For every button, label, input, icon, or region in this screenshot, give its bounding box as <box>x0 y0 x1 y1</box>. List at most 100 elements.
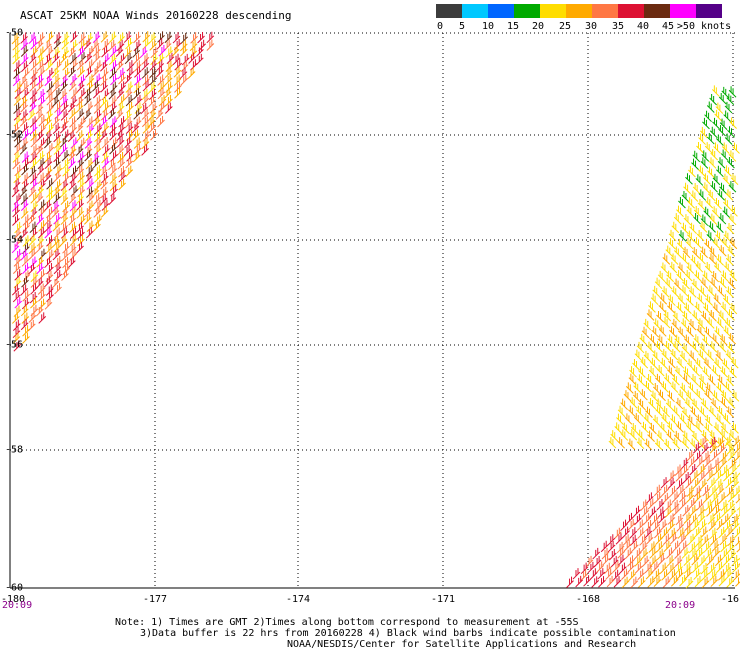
wind-barb <box>685 477 693 489</box>
legend-swatch <box>488 4 514 18</box>
wind-barb <box>62 165 70 177</box>
wind-barb <box>666 429 674 442</box>
wind-barb <box>657 512 666 524</box>
wind-barb <box>83 213 92 225</box>
wind-barb <box>109 45 118 58</box>
wind-barb <box>706 505 714 517</box>
wind-barb <box>180 32 189 45</box>
wind-barb <box>698 165 706 178</box>
wind-barb <box>100 206 109 218</box>
wind-barb <box>36 53 45 65</box>
wind-barb <box>22 262 30 275</box>
wind-barb <box>702 182 711 194</box>
wind-barb <box>673 213 682 225</box>
wind-barb <box>640 499 649 511</box>
wind-barb <box>30 157 38 170</box>
wind-barb <box>158 95 167 107</box>
wind-barb <box>14 221 22 234</box>
wind-barb <box>29 73 38 86</box>
wind-barb <box>709 213 718 226</box>
wind-barb <box>605 568 614 580</box>
wind-barb <box>683 562 692 574</box>
wind-barb <box>45 284 54 296</box>
wind-barb <box>116 144 125 156</box>
wind-barb <box>29 95 38 107</box>
wind-barb <box>670 349 679 361</box>
wind-barb <box>589 568 598 580</box>
wind-barb <box>101 46 109 58</box>
wind-barb <box>711 449 719 462</box>
wind-barb <box>12 319 21 331</box>
wind-barb <box>724 133 733 145</box>
wind-barb <box>37 150 45 163</box>
wind-barb <box>670 414 678 426</box>
wind-barb <box>728 506 737 518</box>
wind-barb <box>12 52 21 65</box>
wind-barb <box>711 333 720 345</box>
wind-barb <box>35 277 44 289</box>
wind-barb <box>44 298 53 310</box>
wind-barb <box>43 199 52 212</box>
wind-barb <box>704 142 713 154</box>
wind-barb <box>117 151 125 164</box>
wind-barb <box>44 74 53 87</box>
wind-barb <box>653 484 662 497</box>
wind-barb <box>30 276 39 288</box>
wind-barb <box>679 498 687 510</box>
wind-barb <box>30 136 39 148</box>
legend-label: 40 <box>636 21 650 32</box>
wind-barb <box>53 150 61 163</box>
wind-barb <box>627 519 636 531</box>
wind-barb <box>21 164 29 176</box>
wind-barb <box>132 46 141 58</box>
wind-barb <box>108 193 117 205</box>
wind-barb <box>123 31 132 43</box>
wind-barb <box>35 305 44 317</box>
y-tick-label: -60 <box>5 582 24 594</box>
wind-barb <box>661 413 670 425</box>
wind-barb <box>623 390 632 402</box>
wind-barb <box>100 109 109 121</box>
wind-barb <box>68 144 77 157</box>
wind-barb <box>38 199 47 212</box>
wind-barb <box>28 311 37 323</box>
wind-barb <box>691 341 699 353</box>
wind-barb <box>725 254 734 266</box>
wind-barb <box>30 192 39 204</box>
wind-barb <box>86 186 94 198</box>
wind-barb <box>650 357 658 370</box>
wind-barb <box>92 87 101 99</box>
wind-barb <box>666 365 675 378</box>
wind-barb <box>716 561 724 574</box>
wind-barb <box>150 53 159 66</box>
wind-barb <box>76 108 85 120</box>
wind-barb <box>698 374 707 386</box>
wind-barb <box>727 491 736 503</box>
wind-barb <box>628 373 637 385</box>
wind-barb <box>724 520 732 532</box>
legend-swatch <box>436 4 462 18</box>
wind-barb <box>60 52 68 64</box>
wind-barb <box>20 101 28 113</box>
wind-barb <box>721 270 729 282</box>
wind-barb <box>709 430 718 442</box>
wind-barb <box>705 197 714 209</box>
wind-barb <box>690 254 698 267</box>
wind-barb <box>157 31 165 43</box>
wind-barb <box>714 197 722 210</box>
wind-barb <box>654 438 663 451</box>
wind-barb <box>29 80 38 92</box>
wind-barb <box>643 318 652 331</box>
wind-barb <box>659 519 668 531</box>
wind-barb <box>132 129 140 141</box>
wind-barb <box>694 389 703 401</box>
wind-barb <box>52 122 61 135</box>
wind-barb <box>69 116 77 128</box>
wind-barb <box>676 520 685 532</box>
wind-barb <box>630 576 639 589</box>
wind-barb <box>163 87 172 99</box>
wind-barb <box>700 157 709 169</box>
wind-barb <box>661 349 670 361</box>
wind-barb <box>12 214 20 226</box>
wind-barb <box>12 74 21 87</box>
